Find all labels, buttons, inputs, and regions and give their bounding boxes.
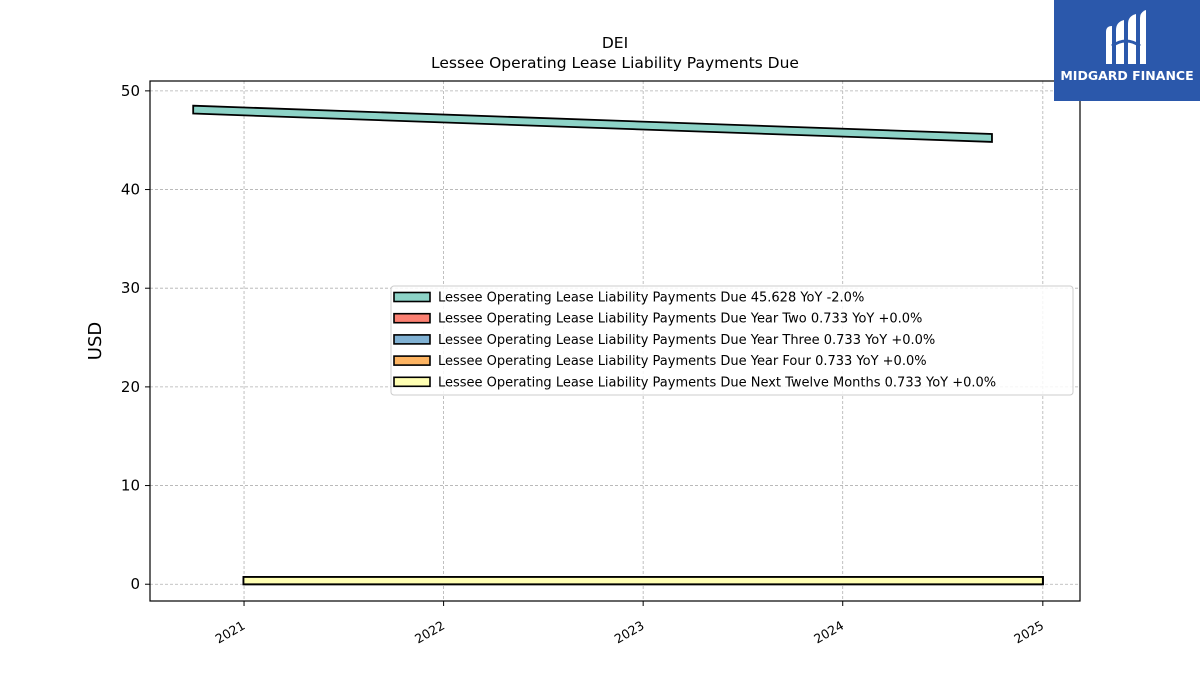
legend-swatch [393, 291, 431, 303]
x-tick-label: 2021 [212, 618, 247, 647]
x-tick-label: 2025 [1011, 618, 1046, 647]
legend-entry-label: Lessee Operating Lease Liability Payment… [438, 312, 922, 327]
y-tick-label: 30 [121, 279, 140, 297]
legend-swatch [393, 334, 431, 345]
y-tick-label: 40 [121, 181, 140, 199]
x-tick-label: 2024 [811, 618, 846, 647]
brand-name: MIDGARD FINANCE [1060, 68, 1194, 83]
y-axis-label: USD [85, 322, 106, 360]
y-tick-label: 10 [121, 477, 140, 495]
plot-frame [149, 80, 1081, 602]
legend-box [390, 285, 1074, 396]
legend-entry-label: Lessee Operating Lease Liability Payment… [438, 354, 927, 369]
y-tick-label: 50 [121, 82, 140, 100]
y-tick-label: 0 [130, 575, 140, 593]
legend-entry-label: Lessee Operating Lease Liability Payment… [438, 291, 864, 306]
legend-entry-label: Lessee Operating Lease Liability Payment… [438, 333, 935, 348]
x-tick-label: 2022 [412, 618, 447, 647]
series-band-5 [242, 576, 1044, 586]
chart-title: DEI [602, 34, 628, 52]
x-tick-label: 2023 [612, 618, 647, 647]
series-band-1 [192, 104, 993, 143]
midgard-m-logo-icon [1106, 10, 1146, 64]
series-group [192, 104, 1044, 586]
chart-subtitle: Lessee Operating Lease Liability Payment… [431, 54, 799, 72]
legend: Lessee Operating Lease Liability Payment… [390, 285, 1074, 396]
legend-swatch [393, 355, 431, 366]
y-tick-label: 20 [121, 378, 140, 396]
legend-swatch [393, 312, 431, 324]
brand-logo: MIDGARD FINANCE [1054, 0, 1200, 101]
legend-entry-label: Lessee Operating Lease Liability Payment… [438, 375, 996, 390]
legend-swatch [393, 376, 431, 388]
